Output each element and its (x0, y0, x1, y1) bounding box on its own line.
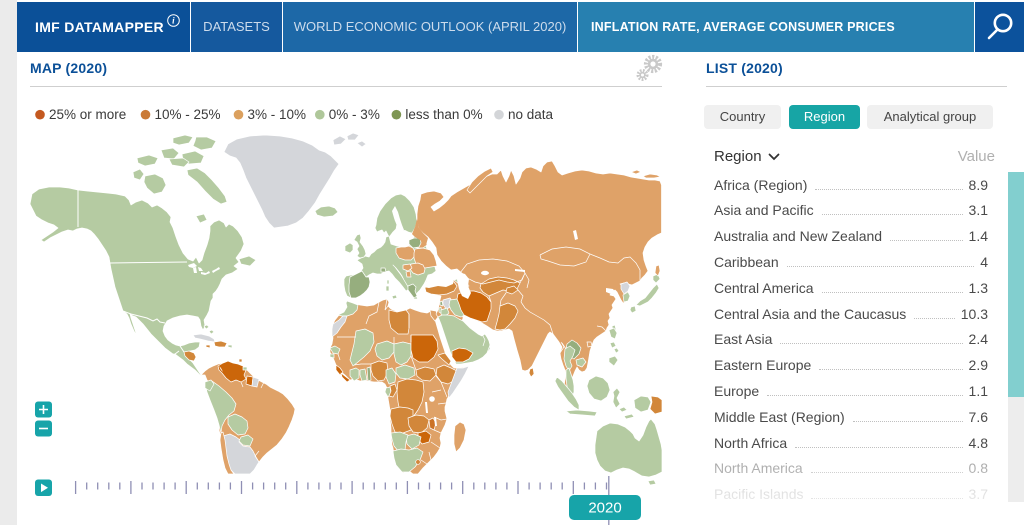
svg-text:3% - 10%: 3% - 10% (248, 107, 307, 122)
svg-text:10% - 25%: 10% - 25% (155, 107, 221, 122)
svg-text:i: i (172, 16, 175, 26)
svg-text:0% - 3%: 0% - 3% (329, 107, 380, 122)
svg-text:25% or more: 25% or more (49, 107, 126, 122)
svg-text:no data: no data (508, 107, 554, 122)
svg-text:2020: 2020 (588, 500, 621, 517)
svg-text:less than 0%: less than 0% (405, 107, 482, 122)
